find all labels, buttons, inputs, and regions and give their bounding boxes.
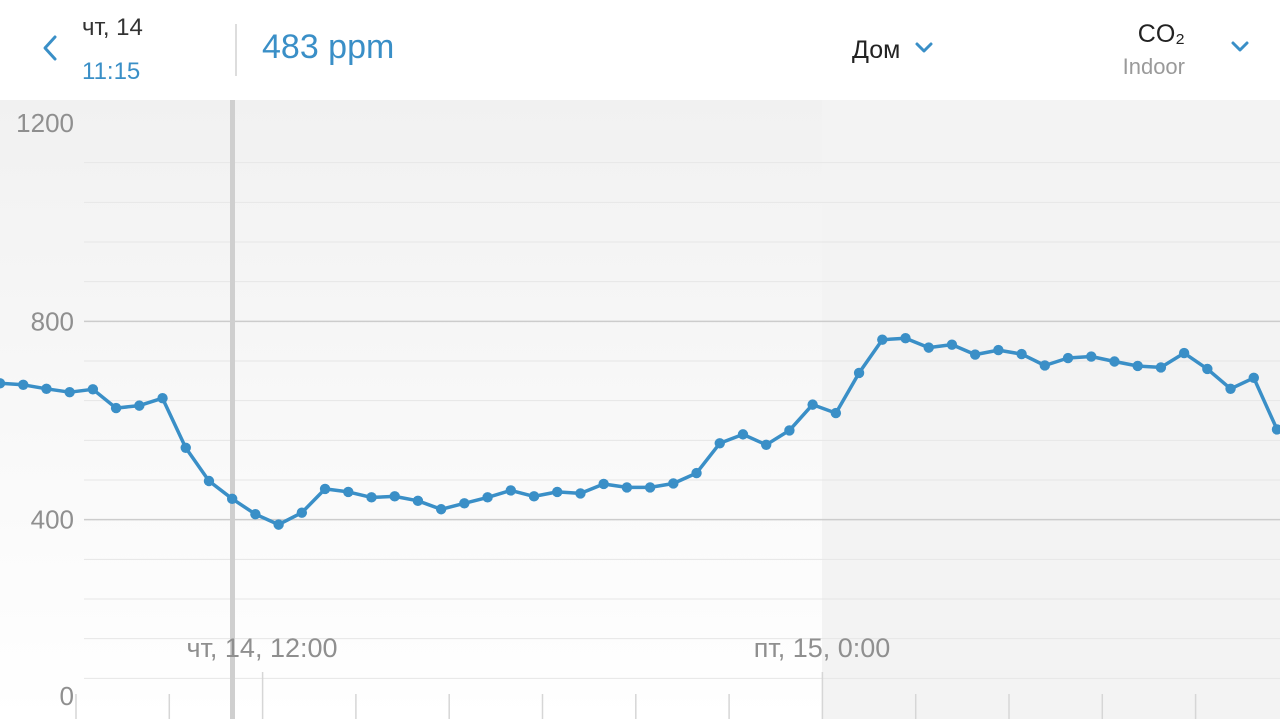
location-selector[interactable]: Дом — [852, 32, 934, 68]
data-point[interactable] — [250, 509, 261, 520]
data-point[interactable] — [134, 400, 145, 411]
data-point[interactable] — [853, 367, 865, 379]
data-point[interactable] — [203, 475, 215, 487]
y-tick-label: 1200 — [16, 108, 74, 138]
data-point[interactable] — [1202, 363, 1213, 375]
header: чт, 14 11:15 483 ppm Дом CO₂ Indoor — [0, 0, 1280, 100]
data-point[interactable] — [714, 438, 725, 449]
data-point[interactable] — [41, 383, 52, 394]
data-point[interactable] — [1016, 348, 1027, 360]
metric-name: CO₂ — [1137, 20, 1185, 48]
data-point[interactable] — [737, 429, 749, 440]
data-point[interactable] — [505, 485, 516, 496]
data-point[interactable] — [482, 492, 493, 503]
data-point[interactable] — [969, 349, 981, 360]
data-point[interactable] — [1248, 372, 1259, 384]
data-point[interactable] — [435, 504, 447, 515]
selected-time: 11:15 — [82, 58, 141, 85]
data-point[interactable] — [923, 342, 934, 353]
data-point[interactable] — [1225, 383, 1236, 394]
data-point[interactable] — [1178, 347, 1190, 359]
data-point[interactable] — [1062, 352, 1074, 364]
x-tick-label: пт, 15, 0:00 — [754, 633, 891, 663]
data-point[interactable] — [319, 483, 331, 495]
data-point[interactable] — [877, 334, 888, 345]
data-point[interactable] — [830, 407, 842, 419]
data-point[interactable] — [389, 491, 400, 502]
data-point[interactable] — [273, 519, 284, 530]
chevron-down-icon — [1230, 40, 1250, 59]
data-point[interactable] — [343, 486, 354, 498]
data-point[interactable] — [1132, 360, 1143, 372]
current-time-marker — [230, 100, 235, 719]
data-point[interactable] — [1109, 356, 1120, 367]
data-point[interactable] — [552, 486, 563, 498]
data-point[interactable] — [575, 488, 586, 499]
data-point[interactable] — [668, 478, 679, 489]
data-point[interactable] — [366, 492, 377, 503]
co2-chart[interactable]: 1200 800 400 0 чт, 14, 12:00 пт, 15, 0:00 — [0, 100, 1280, 719]
data-point[interactable] — [946, 339, 958, 350]
data-point[interactable] — [900, 332, 911, 344]
data-point[interactable] — [157, 392, 168, 404]
chart-canvas[interactable]: 1200 800 400 0 чт, 14, 12:00 пт, 15, 0:00 — [0, 100, 1280, 719]
data-point[interactable] — [296, 507, 308, 518]
data-point[interactable] — [644, 482, 656, 493]
data-point[interactable] — [412, 495, 424, 507]
x-tick-label: чт, 14, 12:00 — [186, 633, 337, 663]
y-tick-label: 800 — [31, 306, 74, 336]
data-point[interactable] — [1039, 360, 1051, 371]
selected-day: чт, 14 — [82, 14, 143, 41]
data-point[interactable] — [459, 498, 470, 509]
data-point[interactable] — [784, 425, 795, 436]
location-label: Дом — [852, 35, 901, 64]
back-button[interactable] — [34, 32, 66, 68]
data-point[interactable] — [1086, 351, 1097, 362]
chevron-down-icon — [914, 41, 934, 60]
data-point[interactable] — [1271, 424, 1280, 435]
chart-background-day — [0, 100, 822, 719]
y-tick-label: 400 — [31, 505, 74, 535]
data-point[interactable] — [993, 344, 1004, 356]
data-point[interactable] — [528, 491, 540, 502]
data-point[interactable] — [87, 384, 99, 395]
chevron-left-icon — [39, 33, 61, 68]
data-point[interactable] — [18, 379, 29, 390]
data-point[interactable] — [226, 493, 238, 505]
data-point[interactable] — [0, 378, 6, 389]
data-point[interactable] — [110, 402, 122, 414]
data-point[interactable] — [1155, 362, 1167, 373]
data-point[interactable] — [64, 387, 75, 398]
data-point[interactable] — [691, 467, 702, 479]
header-divider — [235, 24, 237, 76]
data-point[interactable] — [180, 442, 191, 453]
data-point[interactable] — [761, 439, 772, 450]
data-point[interactable] — [807, 399, 818, 410]
current-reading: 483 ppm — [262, 28, 395, 66]
chart-background-night — [822, 100, 1280, 719]
data-point[interactable] — [598, 478, 609, 490]
metric-subtitle: Indoor — [1122, 54, 1185, 79]
data-point[interactable] — [621, 482, 633, 493]
y-tick-label: 0 — [60, 681, 74, 711]
